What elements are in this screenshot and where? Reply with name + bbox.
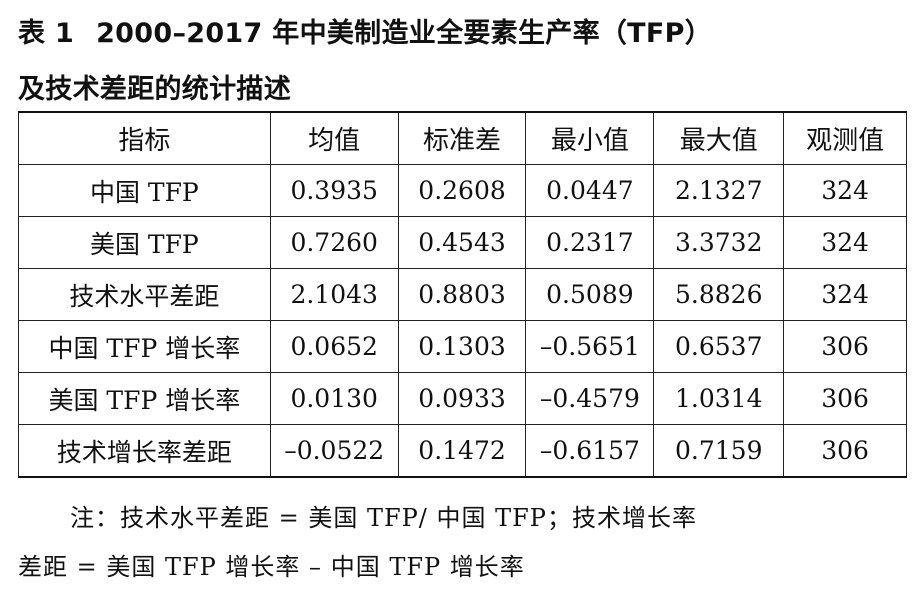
row-label: 技术水平差距 xyxy=(18,268,271,321)
cell-min: 0.2317 xyxy=(525,216,655,269)
cell-max: 5.8826 xyxy=(653,268,785,321)
cell-mean: 0.0652 xyxy=(269,320,399,373)
table-row: 技术增长率差距 –0.0522 0.1472 –0.6157 0.7159 30… xyxy=(18,424,907,478)
cell-max: 0.6537 xyxy=(653,320,785,373)
cell-obs: 324 xyxy=(783,268,907,321)
table-row: 技术水平差距 2.1043 0.8803 0.5089 5.8826 324 xyxy=(18,268,907,321)
caption-line-2: 及技术差距的统计描述 xyxy=(18,74,291,105)
header-min: 最小值 xyxy=(525,111,655,165)
caption-line-1: 表 1 2000–2017 年中美制造业全要素生产率（TFP） xyxy=(18,6,914,62)
header-mean: 均值 xyxy=(269,111,399,165)
note-line-1: 注：技术水平差距 = 美国 TFP/ 中国 TFP；技术增长率 xyxy=(70,504,697,532)
cell-obs: 306 xyxy=(783,372,907,425)
table-caption: 表 1 2000–2017 年中美制造业全要素生产率（TFP） 及技术差距的统计描… xyxy=(18,6,914,118)
cell-min: –0.6157 xyxy=(525,424,655,478)
caption-label: 表 1 xyxy=(18,18,75,49)
table-row: 美国 TFP 0.7260 0.4543 0.2317 3.3732 324 xyxy=(18,216,907,269)
table-note: 注：技术水平差距 = 美国 TFP/ 中国 TFP；技术增长率 差距 = 美国 … xyxy=(18,494,918,592)
cell-max: 1.0314 xyxy=(653,372,785,425)
note-line-2: 差距 = 美国 TFP 增长率 – 中国 TFP 增长率 xyxy=(18,553,525,581)
row-label: 美国 TFP xyxy=(18,216,271,269)
caption-title: 2000–2017 年中美制造业全要素生产率（TFP） xyxy=(96,18,713,49)
cell-mean: 2.1043 xyxy=(269,268,399,321)
cell-max: 0.7159 xyxy=(653,424,785,478)
cell-std: 0.4543 xyxy=(397,216,527,269)
cell-max: 3.3732 xyxy=(653,216,785,269)
row-label: 中国 TFP xyxy=(18,164,271,217)
cell-std: 0.8803 xyxy=(397,268,527,321)
cell-min: 0.5089 xyxy=(525,268,655,321)
table-row: 美国 TFP 增长率 0.0130 0.0933 –0.4579 1.0314 … xyxy=(18,372,907,425)
table-row: 中国 TFP 0.3935 0.2608 0.0447 2.1327 324 xyxy=(18,164,907,217)
header-obs: 观测值 xyxy=(783,111,907,165)
row-label: 中国 TFP 增长率 xyxy=(18,320,271,373)
cell-std: 0.1472 xyxy=(397,424,527,478)
cell-min: –0.4579 xyxy=(525,372,655,425)
row-label: 技术增长率差距 xyxy=(18,424,271,478)
cell-mean: 0.7260 xyxy=(269,216,399,269)
cell-std: 0.0933 xyxy=(397,372,527,425)
cell-min: –0.5651 xyxy=(525,320,655,373)
statistics-table: 指标 均值 标准差 最小值 最大值 观测值 中国 TFP 0.3935 0.26… xyxy=(18,111,907,478)
header-max: 最大值 xyxy=(653,111,785,165)
header-indicator: 指标 xyxy=(18,111,271,165)
cell-obs: 324 xyxy=(783,164,907,217)
cell-mean: 0.0130 xyxy=(269,372,399,425)
table-header-row: 指标 均值 标准差 最小值 最大值 观测值 xyxy=(18,111,907,165)
cell-max: 2.1327 xyxy=(653,164,785,217)
row-label: 美国 TFP 增长率 xyxy=(18,372,271,425)
cell-obs: 324 xyxy=(783,216,907,269)
header-std: 标准差 xyxy=(397,111,527,165)
cell-std: 0.1303 xyxy=(397,320,527,373)
cell-obs: 306 xyxy=(783,424,907,478)
cell-mean: –0.0522 xyxy=(269,424,399,478)
cell-mean: 0.3935 xyxy=(269,164,399,217)
cell-obs: 306 xyxy=(783,320,907,373)
cell-min: 0.0447 xyxy=(525,164,655,217)
cell-std: 0.2608 xyxy=(397,164,527,217)
table-row: 中国 TFP 增长率 0.0652 0.1303 –0.5651 0.6537 … xyxy=(18,320,907,373)
